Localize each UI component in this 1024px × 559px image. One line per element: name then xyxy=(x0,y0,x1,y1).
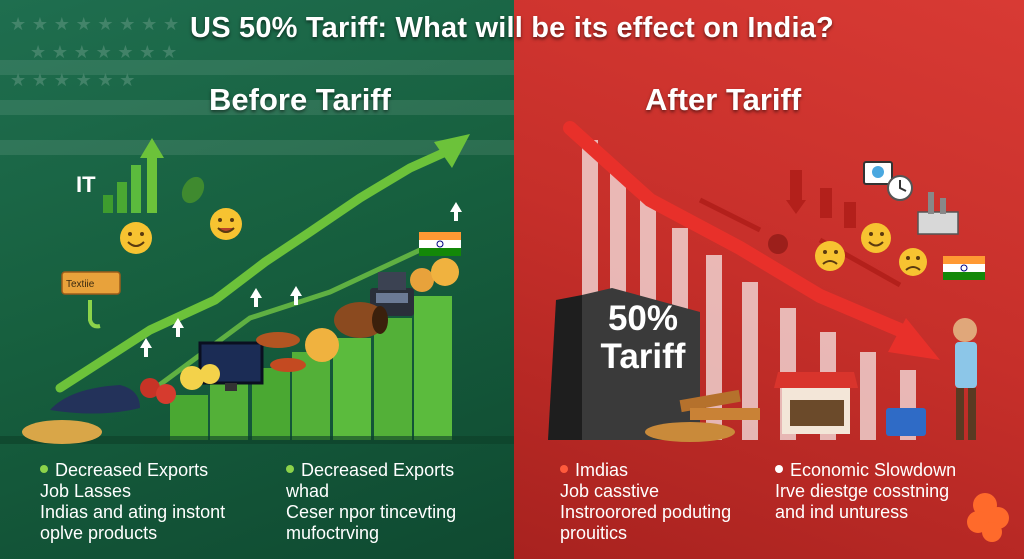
spice-bowl-icon xyxy=(256,332,306,372)
wood-pile-icon xyxy=(645,389,760,442)
after-bullets-col1: Imdias Job casstive Instroorored podutin… xyxy=(560,460,731,544)
bullet-line: Instroorored poduting xyxy=(560,502,732,522)
cloud-icon xyxy=(863,161,893,185)
tariff-percent: 50% xyxy=(607,299,679,338)
it-label: IT xyxy=(76,172,96,197)
bullet-dot-icon xyxy=(40,465,48,474)
chart-up-icon xyxy=(103,138,164,213)
smile-emoji-icon xyxy=(120,222,152,254)
barrel-icon xyxy=(334,302,388,338)
sad-emoji-icon xyxy=(815,241,845,271)
bullet-line: Job Lasses xyxy=(40,481,132,501)
bullet-dot-icon xyxy=(286,465,294,474)
up-arrows xyxy=(140,202,462,357)
tariff-sign-board xyxy=(548,288,700,440)
bullet-line: prouitics xyxy=(560,523,628,543)
chart-down-icon xyxy=(786,170,856,228)
bullet-dot-icon xyxy=(775,465,783,474)
curve-arrow-icon xyxy=(88,300,101,329)
bullet-item: Decreased Exports xyxy=(286,460,456,481)
tariff-sign-text: 50% Tariff xyxy=(589,300,697,376)
svg-text:★ ★ ★ ★ ★ ★ ★: ★ ★ ★ ★ ★ ★ ★ xyxy=(30,42,177,63)
main-title: US 50% Tariff: What will be its effect o… xyxy=(190,12,834,44)
bullet-line: Ceser npor tincevting xyxy=(286,502,457,522)
bullet-line: whad xyxy=(286,481,330,501)
bullet-line: and ind unturess xyxy=(775,502,909,522)
svg-text:★ ★ ★ ★ ★ ★ ★ ★: ★ ★ ★ ★ ★ ★ ★ ★ xyxy=(10,14,179,35)
bullet-dot-icon xyxy=(560,465,568,474)
bullet-line: Job casstive xyxy=(560,481,660,501)
before-bullets-col2: Decreased Exports whad Ceser npor tincev… xyxy=(286,460,456,544)
produce-icon xyxy=(140,258,459,404)
leaf-icon xyxy=(181,176,205,204)
cooler-icon xyxy=(886,408,926,436)
india-flag-icon xyxy=(419,232,461,256)
bullet-line: mufoctrving xyxy=(286,523,380,543)
shop-icon xyxy=(774,372,858,434)
after-panel xyxy=(514,0,1024,559)
smile-emoji-icon xyxy=(861,223,891,253)
bullet-item: Decreased Exports xyxy=(40,460,225,481)
orange-blob-decoration xyxy=(967,493,1009,542)
after-heading: After Tariff xyxy=(645,82,802,117)
svg-text:★ ★ ★ ★ ★ ★: ★ ★ ★ ★ ★ ★ xyxy=(10,70,135,91)
bullet-item: Imdias xyxy=(560,460,731,481)
after-bullets-col2: Economic Slowdown Irve diestge cosstning… xyxy=(775,460,956,523)
grain-pile-icon xyxy=(22,420,102,444)
before-bullets-col1: Decreased Exports Job Lasses Indias and … xyxy=(40,460,225,544)
sad-emoji-icon xyxy=(899,248,927,276)
bullet-item: Economic Slowdown xyxy=(775,460,956,481)
smile-emoji-icon xyxy=(210,208,242,240)
india-flag-icon xyxy=(943,256,985,280)
bullet-line: Indias and ating instont xyxy=(40,502,226,522)
us-flag-background: ★ ★ ★ ★ ★ ★ ★ ★ ★ ★ ★ ★ ★ ★ ★ ★ ★ ★ ★ ★ … xyxy=(0,14,514,155)
bullet-line: oplve products xyxy=(40,523,158,543)
bug-icon xyxy=(768,234,788,254)
clock-icon xyxy=(887,175,913,201)
before-heading: Before Tariff xyxy=(209,82,392,117)
bag-icon xyxy=(50,385,140,414)
bullet-line: Irve diestge cosstning xyxy=(775,481,950,501)
factory-icon xyxy=(917,192,959,235)
tariff-word: Tariff xyxy=(600,337,686,376)
worried-man-icon xyxy=(953,318,977,440)
textile-box-icon xyxy=(61,271,121,295)
textile-label: Textiie xyxy=(66,279,95,290)
